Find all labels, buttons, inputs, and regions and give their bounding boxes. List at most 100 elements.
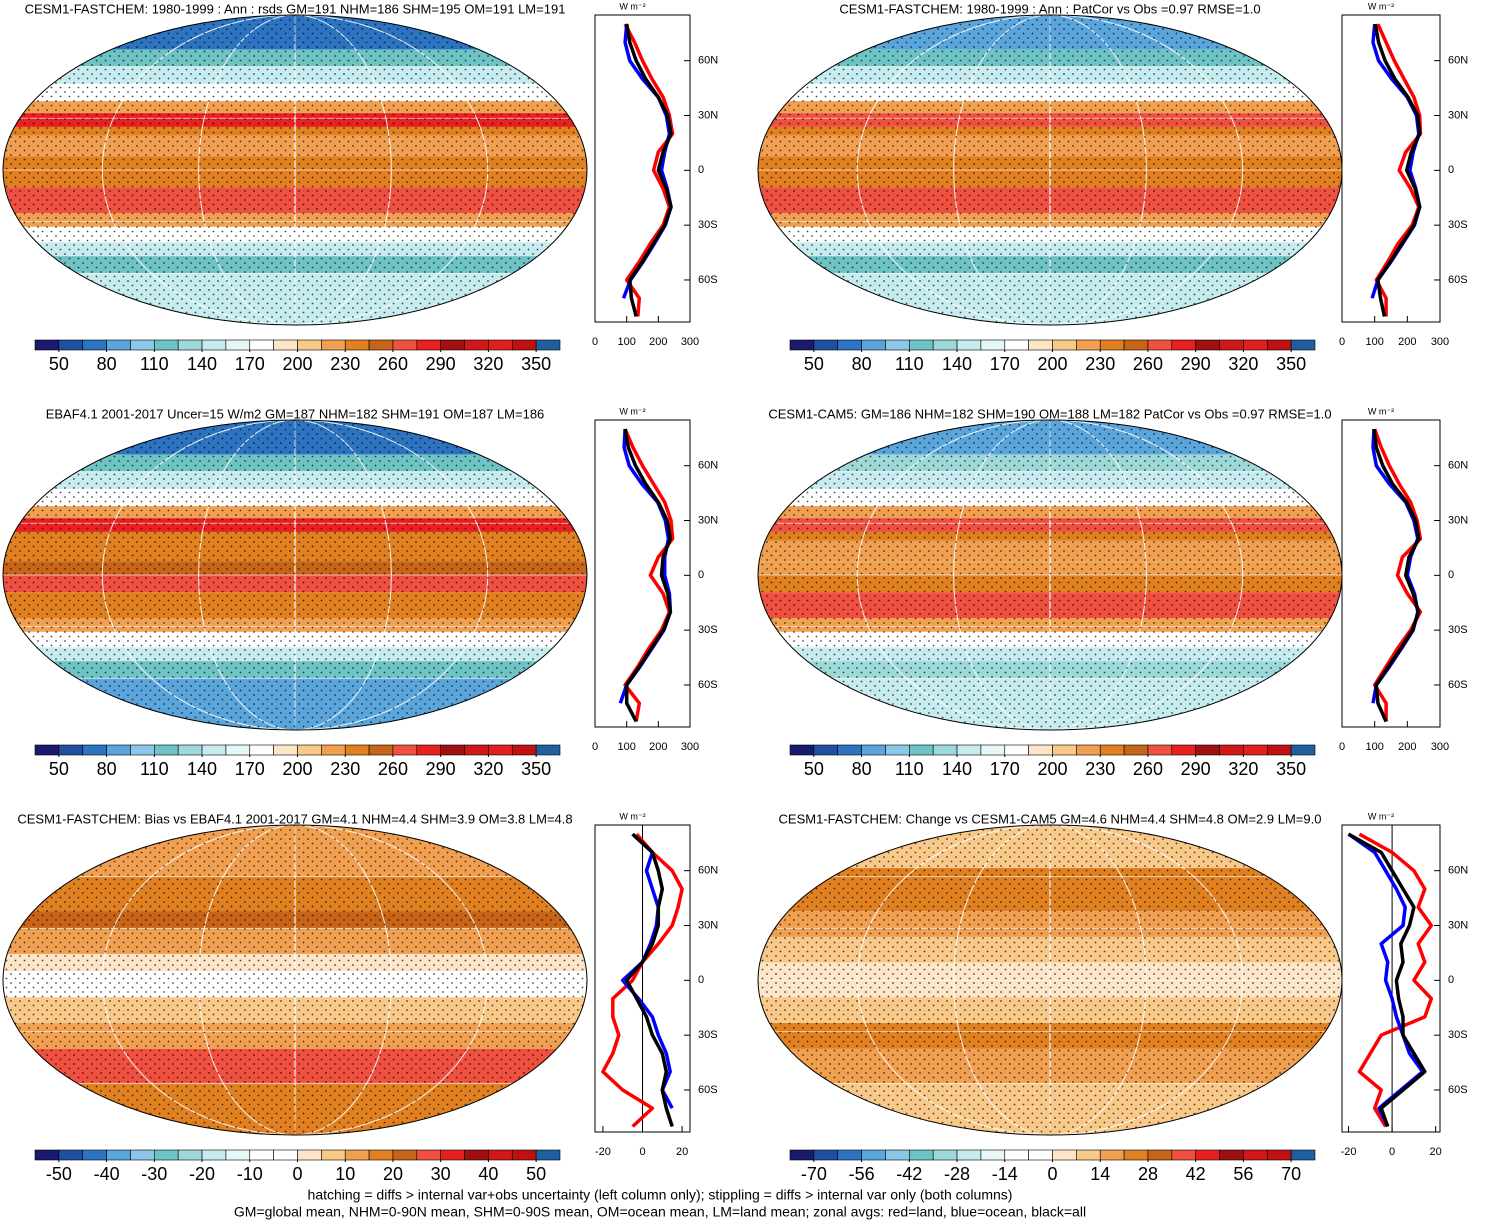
- map: [757, 419, 1343, 731]
- x-tick-label: 200: [649, 741, 667, 753]
- colorbar-label: 140: [942, 759, 972, 779]
- colorbar-swatch: [789, 339, 815, 351]
- zonal-line: [601, 832, 684, 1128]
- x-tick-label: 200: [1398, 336, 1416, 348]
- colorbar-swatch: [368, 339, 394, 351]
- colorbar-label: 80: [97, 354, 117, 374]
- y-tick-label: 30S: [698, 1029, 718, 1041]
- colorbar-label: 80: [852, 354, 872, 374]
- colorbar-swatch: [909, 744, 934, 756]
- map-field: [3, 15, 587, 325]
- colorbar-swatch: [885, 744, 910, 756]
- colorbar-swatch: [58, 339, 84, 351]
- colorbar-swatch: [297, 1149, 322, 1161]
- stippling: [3, 420, 587, 730]
- colorbar-swatch: [416, 744, 441, 756]
- y-tick-label: 60N: [1448, 460, 1468, 472]
- colorbar-label: 230: [1085, 354, 1115, 374]
- colorbar-label: 50: [804, 354, 824, 374]
- colorbar-swatch: [416, 339, 441, 351]
- zonal-frame: [1341, 824, 1441, 1133]
- colorbar-swatch: [980, 339, 1006, 351]
- colorbar-swatch: [344, 339, 370, 351]
- colorbar-swatch: [885, 339, 910, 351]
- colorbar-swatch: [535, 339, 561, 351]
- colorbar-swatch: [837, 1149, 862, 1161]
- colorbar-swatch: [249, 339, 274, 351]
- zonal-frame: [594, 419, 691, 728]
- colorbar-swatch: [1028, 1149, 1053, 1161]
- y-tick-label: 60N: [1448, 55, 1468, 67]
- colorbar-swatch: [1123, 744, 1149, 756]
- colorbar-swatch: [344, 1149, 370, 1161]
- colorbar-swatch: [1290, 339, 1316, 351]
- colorbar-swatch: [106, 339, 131, 351]
- colorbar-swatch: [861, 339, 886, 351]
- colorbar-label: 110: [140, 759, 169, 779]
- colorbar-label: 200: [1037, 759, 1067, 779]
- colorbar-swatch: [201, 1149, 227, 1161]
- colorbar-swatch: [1195, 744, 1220, 756]
- colorbar-label: -50: [46, 1164, 72, 1184]
- colorbar-swatch: [488, 1149, 513, 1161]
- unit-label: W m⁻²: [619, 406, 645, 416]
- colorbar-swatch: [1266, 744, 1292, 756]
- map-field: [758, 825, 1342, 1135]
- colorbar-swatch: [1004, 1149, 1029, 1161]
- colorbar-label: 290: [426, 354, 456, 374]
- x-tick-label: 300: [1431, 741, 1449, 753]
- colorbar-label: 50: [49, 759, 69, 779]
- y-tick-label: 0: [1448, 164, 1454, 176]
- colorbar-swatch: [1076, 1149, 1101, 1161]
- colorbar-swatch: [440, 1149, 465, 1161]
- colorbar-swatch: [1099, 1149, 1125, 1161]
- colorbar-swatch: [1171, 744, 1196, 756]
- colorbar-label: 230: [330, 759, 360, 779]
- colorbar-swatch: [440, 339, 465, 351]
- colorbar-label: 350: [1276, 759, 1306, 779]
- colorbar-swatch: [464, 339, 489, 351]
- colorbar-swatch: [58, 744, 84, 756]
- colorbar-swatch: [861, 744, 886, 756]
- colorbar-swatch: [106, 744, 131, 756]
- colorbar-label: 140: [187, 354, 217, 374]
- colorbar-swatch: [789, 744, 815, 756]
- y-tick-label: 30S: [698, 219, 718, 231]
- colorbar-swatch: [1195, 339, 1220, 351]
- colorbar-swatch: [273, 1149, 298, 1161]
- colorbar-swatch: [980, 1149, 1006, 1161]
- colorbar-label: 140: [187, 759, 217, 779]
- colorbar-label: -40: [94, 1164, 120, 1184]
- colorbar-swatch: [201, 744, 227, 756]
- zonal-line: [1372, 428, 1421, 723]
- colorbar-swatch: [464, 1149, 489, 1161]
- panel-title: EBAF4.1 2001-2017 Uncer=15 W/m2 GM=187 N…: [46, 406, 545, 421]
- colorbar-swatch: [1052, 339, 1077, 351]
- colorbar-swatch: [1123, 1149, 1149, 1161]
- x-tick-label: 300: [681, 741, 699, 753]
- x-tick-label: 0: [1339, 336, 1345, 348]
- colorbar-swatch: [273, 744, 298, 756]
- colorbar-swatch: [82, 744, 107, 756]
- colorbar-label: 350: [521, 354, 551, 374]
- colorbar-swatch: [225, 339, 251, 351]
- map-outline: [2, 824, 588, 1136]
- colorbar-swatch: [837, 339, 862, 351]
- y-tick-label: 30S: [1448, 1029, 1468, 1041]
- colorbar-swatch: [368, 1149, 394, 1161]
- colorbar-label: -14: [992, 1164, 1018, 1184]
- map-outline: [2, 419, 588, 731]
- map-outline: [2, 14, 588, 326]
- colorbar-swatch: [249, 744, 274, 756]
- stippling: [3, 15, 587, 325]
- zonal-frame: [1341, 419, 1441, 728]
- colorbar-label: 70: [1281, 1164, 1301, 1184]
- colorbar-swatch: [1243, 1149, 1268, 1161]
- colorbar-swatch: [177, 339, 203, 351]
- colorbar-label: -30: [141, 1164, 167, 1184]
- colorbar-swatch: [392, 1149, 418, 1161]
- colorbar-swatch: [837, 744, 862, 756]
- colorbar-swatch: [177, 744, 203, 756]
- colorbar-label: 14: [1090, 1164, 1110, 1184]
